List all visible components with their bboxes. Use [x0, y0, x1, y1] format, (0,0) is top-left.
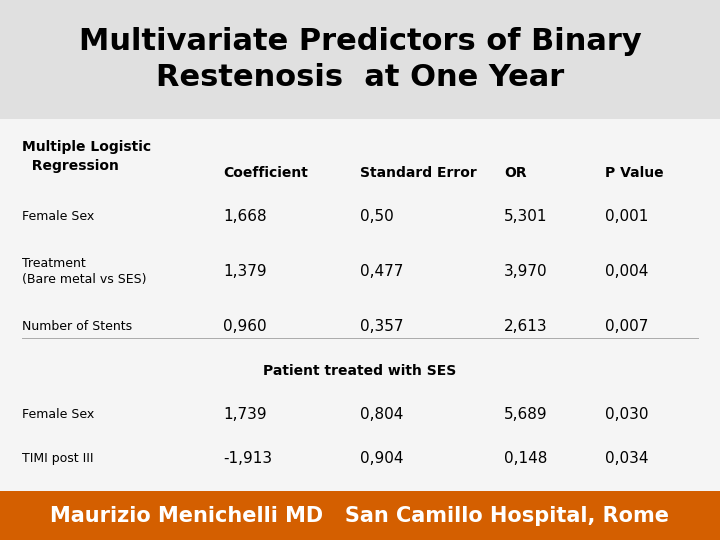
- Text: 0,007: 0,007: [605, 319, 648, 334]
- Text: Treatment
(Bare metal vs SES): Treatment (Bare metal vs SES): [22, 257, 146, 286]
- Text: TIMI post III: TIMI post III: [22, 452, 93, 465]
- Text: 0,357: 0,357: [360, 319, 403, 334]
- Text: 0,034: 0,034: [605, 451, 648, 466]
- Text: 1,379: 1,379: [223, 264, 267, 279]
- FancyBboxPatch shape: [0, 491, 720, 540]
- Text: 0,148: 0,148: [504, 451, 547, 466]
- Text: Maurizio Menichelli MD   San Camillo Hospital, Rome: Maurizio Menichelli MD San Camillo Hospi…: [50, 505, 670, 526]
- Text: 0,001: 0,001: [605, 209, 648, 224]
- Text: Patient treated with SES: Patient treated with SES: [264, 363, 456, 377]
- Text: Number of Stents: Number of Stents: [22, 320, 132, 333]
- Text: Standard Error: Standard Error: [360, 166, 477, 180]
- Text: Multiple Logistic
  Regression: Multiple Logistic Regression: [22, 140, 150, 173]
- Text: 0,030: 0,030: [605, 407, 648, 422]
- Text: Female Sex: Female Sex: [22, 408, 94, 421]
- Text: Multivariate Predictors of Binary
Restenosis  at One Year: Multivariate Predictors of Binary Resten…: [78, 27, 642, 92]
- Text: 3,970: 3,970: [504, 264, 548, 279]
- Text: 2,613: 2,613: [504, 319, 548, 334]
- Text: Female Sex: Female Sex: [22, 210, 94, 223]
- Text: 0,960: 0,960: [223, 319, 267, 334]
- Text: Coefficient: Coefficient: [223, 166, 308, 180]
- Text: -1,913: -1,913: [223, 451, 272, 466]
- Text: 0,50: 0,50: [360, 209, 394, 224]
- Text: 5,689: 5,689: [504, 407, 548, 422]
- Text: 0,477: 0,477: [360, 264, 403, 279]
- Text: 0,004: 0,004: [605, 264, 648, 279]
- Text: 1,739: 1,739: [223, 407, 267, 422]
- Text: 0,904: 0,904: [360, 451, 403, 466]
- Text: 1,668: 1,668: [223, 209, 267, 224]
- FancyBboxPatch shape: [0, 0, 720, 119]
- Text: OR: OR: [504, 166, 526, 180]
- Text: P Value: P Value: [605, 166, 663, 180]
- Text: 0,804: 0,804: [360, 407, 403, 422]
- Text: 5,301: 5,301: [504, 209, 547, 224]
